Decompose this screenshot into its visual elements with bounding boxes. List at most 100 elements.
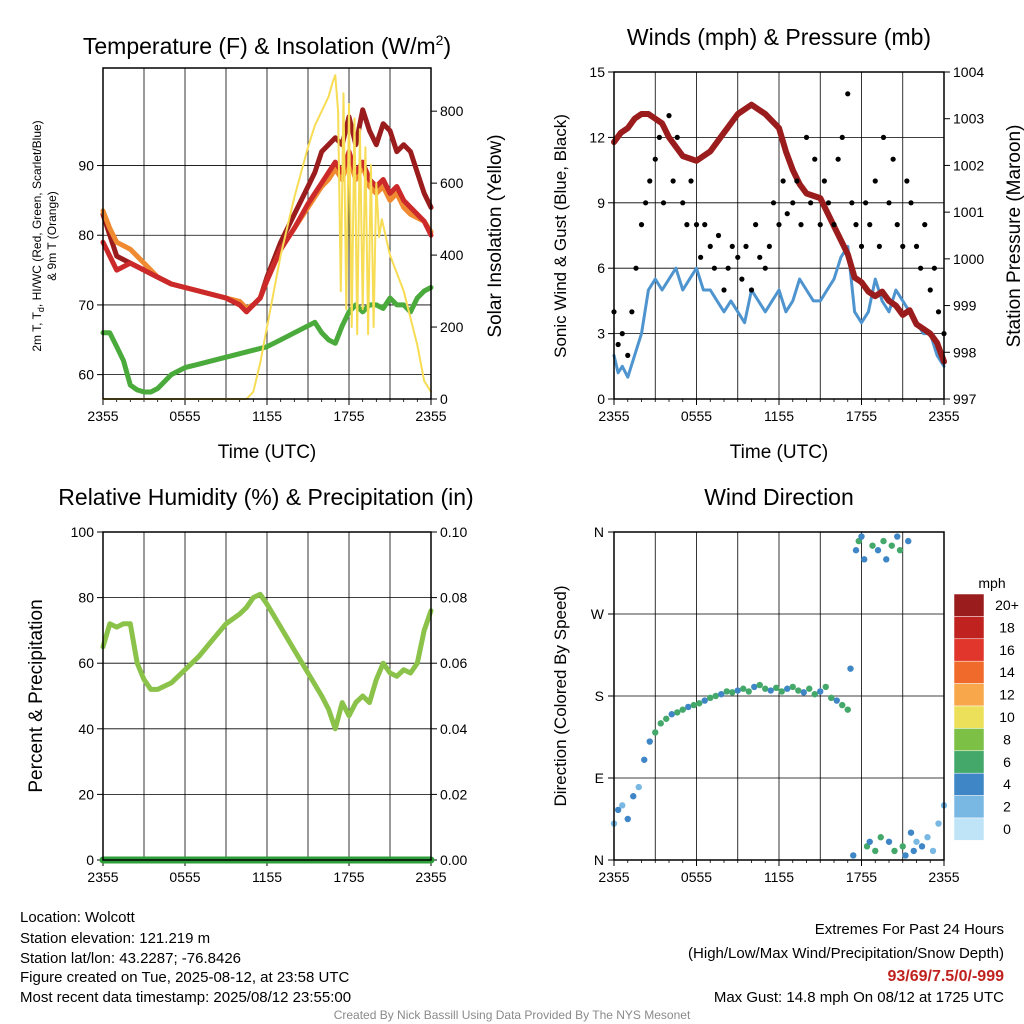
gust-point [784,211,790,217]
x-tick-label: 2355 [928,869,959,885]
y-tick-label: 15 [589,64,605,80]
legend-swatch [953,705,985,729]
gust-point [684,222,690,228]
x-tick-label: 1755 [846,869,877,885]
direction-point [707,694,714,702]
direction-point [696,700,703,707]
direction-point [723,688,730,695]
gust-point [776,222,782,228]
direction-point [630,793,637,800]
direction-point [872,847,879,855]
legend-swatch [953,817,985,841]
y-tick-label: 6 [597,260,605,276]
winds-xlabel: Time (UTC) [730,442,829,463]
y-tick-label: 60 [78,367,94,383]
direction-point [652,729,659,736]
direction-point [800,689,807,696]
gust-point [643,200,649,206]
direction-point [646,738,653,745]
legend-swatch [953,750,985,774]
gust-point [735,254,741,260]
direction-point [828,694,835,702]
direction-point [902,852,909,859]
y-tick-label: 40 [78,721,94,737]
gust-point [858,243,865,249]
direction-point [674,709,681,716]
legend-swatch [953,638,985,662]
gust-point [853,222,859,228]
direction-point [614,806,622,814]
direction-point [883,556,890,563]
insolation-series [102,74,432,400]
direction-point [624,815,631,823]
direction-point [899,843,906,850]
direction-point [894,533,901,540]
direction-point [712,692,719,700]
extremes-values: 93/69/7.5/0/-999 [887,968,1004,985]
gust-point [638,222,645,228]
direction-point [685,703,692,711]
direction-point [751,683,758,691]
gust-point [904,178,910,184]
direction-point [619,802,626,809]
direction-point [729,689,736,696]
y2-tick-label: 800 [440,103,464,119]
direction-point [896,547,904,554]
x-tick-label: 2355 [87,869,118,885]
direction-point [885,838,893,845]
max-gust: Max Gust: 14.8 mph On 08/12 at 1725 UTC [714,989,1004,1006]
y-tick-label: 3 [597,326,605,342]
gust-point [908,200,914,206]
y-tick-label: 80 [78,590,94,606]
direction-title: Wind Direction [704,484,854,510]
y2-tick-label: 600 [440,175,464,191]
x-tick-label: 1755 [333,869,364,885]
temperature-panel: Temperature (F) & Insolation (W/m2) Time… [30,32,506,463]
direction-point [778,688,785,695]
extremes-title: Extremes For Past 24 Hours [815,921,1004,938]
legend-swatch [953,616,985,640]
gust-point [670,178,676,184]
direction-point [850,852,857,859]
gust-point [886,200,892,206]
y2-tick-label: 0.04 [440,721,467,737]
gust-point [872,178,878,184]
gust-point [798,222,804,228]
y2-tick-label: 997 [953,391,977,407]
direction-point [784,685,791,692]
direction-point [861,556,868,563]
insolation-ylabel: Solar Insolation (Yellow) [485,134,506,337]
gust-point [922,222,928,228]
y2-tick-label: 1004 [953,64,984,80]
direction-point [888,542,895,549]
gust-point [849,200,855,206]
legend-label: 18 [999,619,1015,635]
direction-point [762,685,769,692]
direction-point [668,711,675,718]
gust-point [766,243,772,249]
gust-point [803,134,810,140]
gust-point [660,200,667,206]
plot-frame [102,67,432,400]
gust-point [753,222,759,228]
gust-point [825,200,832,206]
legend-swatch [953,683,985,707]
gust-point [931,265,937,271]
direction-point [910,847,917,855]
y2-tick-label: 999 [953,298,977,314]
gust-point [935,309,942,315]
footer-credit: Created By Nick Bassill Using Data Provi… [334,1008,691,1022]
x-tick-label: 2355 [928,408,959,424]
direction-point [745,688,752,695]
plot-frame [613,531,945,861]
gust-point [674,134,680,140]
direction-point [858,533,865,540]
y2-tick-label: 1002 [953,157,984,173]
x-tick-label: 1155 [764,869,794,885]
y2-tick-label: 400 [440,247,464,263]
direction-point [657,720,664,727]
gust-point [927,287,933,293]
direction-point [891,847,898,855]
extremes-subtitle: (High/Low/Max Wind/Precipitation/Snow De… [688,945,1004,962]
y2-tick-label: 0.10 [440,524,467,540]
